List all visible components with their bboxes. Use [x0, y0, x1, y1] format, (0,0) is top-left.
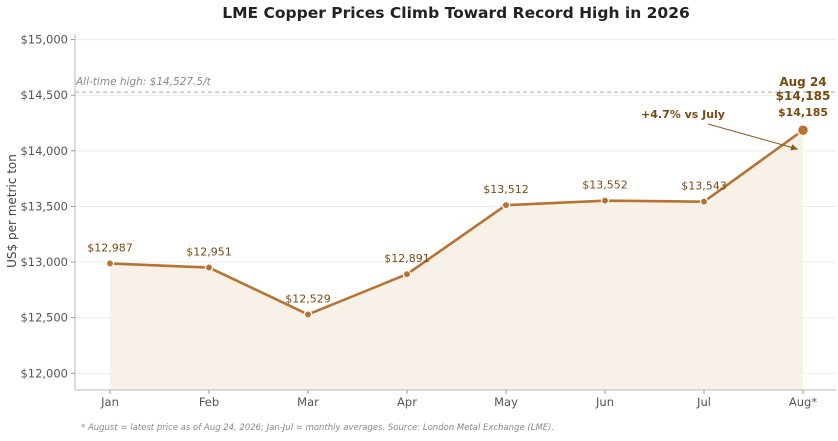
- data-label: $14,185: [778, 106, 828, 119]
- y-axis-ticks: $12,000 $12,500 $13,000 $13,500 $14,000 $14,5…: [20, 33, 75, 380]
- y-tick-label: $12,500: [20, 311, 68, 325]
- annotation-arrow-head: [790, 144, 798, 151]
- data-point-latest: [796, 123, 810, 137]
- y-tick-label: $14,500: [20, 88, 68, 102]
- data-labels: $12,987 $12,951 $12,529 $12,891 $13,512 $13,5…: [87, 106, 828, 305]
- data-label: $12,891: [384, 252, 430, 265]
- series-line-copper-price: [109, 129, 804, 316]
- x-tick-label: Aug*: [789, 395, 817, 409]
- data-label: $13,543: [681, 180, 727, 193]
- annotation-text: +4.7% vs July: [641, 108, 725, 121]
- data-label: $12,987: [87, 242, 133, 255]
- data-point: [105, 259, 115, 268]
- y-tick-label: $13,000: [20, 255, 68, 269]
- x-tick-label: Jun: [595, 395, 614, 409]
- x-tick-label: Feb: [199, 395, 219, 409]
- latest-price-callout-date: Aug 24: [779, 75, 826, 89]
- data-label: $13,512: [483, 183, 529, 196]
- data-label: $12,529: [285, 292, 331, 305]
- footnote: * August = latest price as of Aug 24, 20…: [81, 423, 554, 433]
- chart-title: LME Copper Prices Climb Toward Record Hi…: [222, 4, 690, 22]
- x-tick-label: Jan: [100, 395, 119, 409]
- x-tick-label: Mar: [297, 395, 319, 409]
- data-label: $13,552: [582, 179, 628, 192]
- data-point: [501, 200, 511, 210]
- y-axis-label: US$ per metric ton: [5, 154, 19, 268]
- data-label: $12,951: [186, 246, 232, 259]
- y-tick-label: $14,000: [20, 144, 68, 158]
- all-time-high-label: All-time high: $14,527.5/t: [75, 76, 212, 88]
- y-tick-label: $12,000: [20, 366, 68, 380]
- annotation-arrow: [707, 123, 799, 150]
- data-point: [303, 310, 313, 319]
- data-point: [402, 269, 412, 279]
- latest-price-callout-value: $14,185: [776, 89, 831, 103]
- data-point: [699, 197, 709, 206]
- data-points: [105, 123, 810, 319]
- x-tick-label: Apr: [397, 395, 417, 409]
- x-tick-label: May: [494, 395, 518, 409]
- data-point: [204, 263, 214, 272]
- area-fill: [110, 130, 803, 390]
- y-tick-label: $15,000: [20, 33, 68, 47]
- data-point: [600, 196, 610, 205]
- y-tick-label: $13,500: [20, 199, 68, 213]
- x-tick-label: Jul: [696, 395, 711, 409]
- x-axis-ticks: Jan Feb Mar Apr May Jun Jul Aug*: [100, 390, 817, 409]
